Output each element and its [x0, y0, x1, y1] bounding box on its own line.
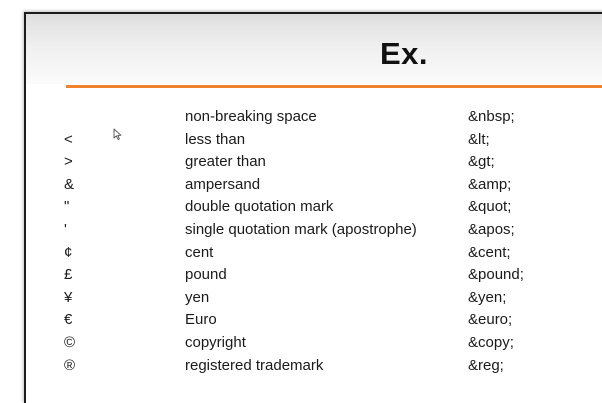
slide-header-band [26, 14, 602, 84]
entity-code: &quot; [468, 198, 512, 216]
entity-code: &copy; [468, 333, 514, 351]
entity-row: € Euro &euro; [64, 309, 584, 332]
entity-symbol: € [64, 311, 73, 329]
entity-symbol: ¥ [64, 288, 73, 306]
entity-code: &gt; [468, 153, 495, 171]
entity-code: &amp; [468, 175, 512, 193]
entity-description: copyright [185, 333, 246, 351]
entity-code: &euro; [468, 311, 513, 329]
entity-symbol: & [64, 175, 75, 193]
entity-row: ' single quotation mark (apostrophe) &ap… [64, 219, 584, 242]
entity-description: registered trademark [185, 356, 324, 374]
entity-code: &reg; [468, 356, 504, 374]
entity-symbol: < [64, 130, 73, 148]
entity-description: Euro [185, 311, 217, 329]
entity-description: pound [185, 266, 227, 284]
entity-row: ¢ cent &cent; [64, 242, 584, 265]
title-underline-rule [66, 85, 602, 88]
entity-row: non-breaking space &nbsp; [64, 106, 584, 129]
entity-code: &apos; [468, 220, 515, 238]
entity-description: cent [185, 243, 214, 261]
entity-code: &pound; [468, 266, 524, 284]
slide-title: Ex. [380, 36, 429, 71]
entity-code: &lt; [468, 130, 490, 148]
entity-symbol: ¢ [64, 243, 73, 261]
entity-description: greater than [185, 153, 266, 171]
entity-table: non-breaking space &nbsp; < less than &l… [64, 106, 584, 377]
entity-symbol: ' [64, 220, 67, 238]
entity-description: non-breaking space [185, 108, 317, 125]
entity-row: ¥ yen &yen; [64, 287, 584, 310]
entity-row: " double quotation mark &quot; [64, 196, 584, 219]
entity-description: yen [185, 288, 210, 306]
mouse-pointer-icon [113, 128, 122, 140]
entity-symbol: ® [64, 356, 76, 374]
entity-description: single quotation mark (apostrophe) [185, 220, 417, 238]
entity-description: double quotation mark [185, 198, 334, 216]
entity-row: < less than &lt; [64, 129, 584, 152]
entity-row: ® registered trademark &reg; [64, 355, 584, 378]
entity-code: &cent; [468, 243, 511, 261]
entity-description: less than [185, 130, 246, 148]
entity-symbol: " [64, 198, 70, 216]
slide-frame: Ex. non-breaking space &nbsp; < less tha… [24, 12, 602, 403]
entity-code: &yen; [468, 288, 507, 306]
entity-row: £ pound &pound; [64, 264, 584, 287]
entity-row: © copyright &copy; [64, 332, 584, 355]
entity-symbol: © [64, 333, 76, 351]
entity-description: ampersand [185, 175, 261, 193]
entity-symbol: £ [64, 266, 73, 284]
entity-code: &nbsp; [468, 108, 515, 125]
entity-symbol: > [64, 153, 73, 171]
entity-row: > greater than &gt; [64, 151, 584, 174]
entity-row: & ampersand &amp; [64, 174, 584, 197]
